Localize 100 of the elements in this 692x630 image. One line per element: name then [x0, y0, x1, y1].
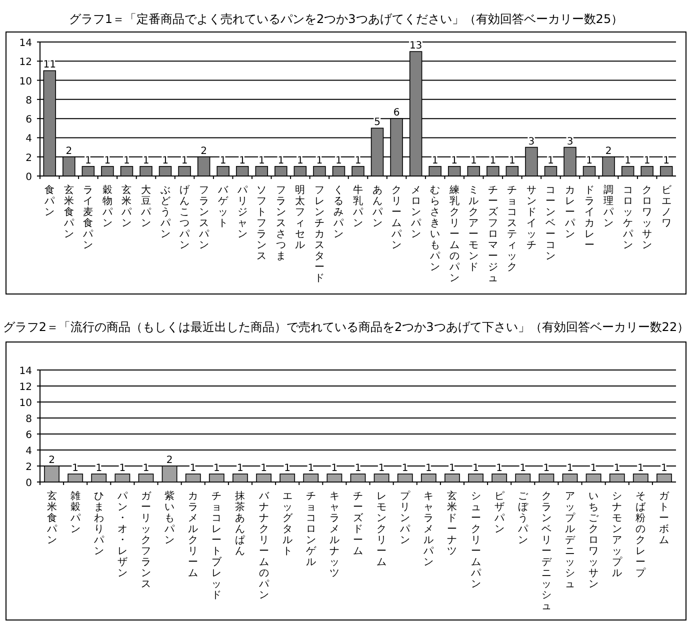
x-tick-label: 牛乳パン	[352, 184, 364, 229]
data-label: 1	[402, 463, 408, 474]
x-tick-label: ビエノワ	[661, 185, 672, 229]
y-tick-label: 2	[26, 152, 32, 164]
data-label: 2	[66, 146, 72, 157]
x-tick-label: ピザパン	[493, 491, 506, 535]
bar	[544, 166, 558, 176]
x-tick-label: チョコスティック	[507, 185, 518, 273]
category-label: アップルデニッシュ	[565, 491, 575, 590]
data-label: 1	[142, 463, 150, 474]
data-label: 1	[190, 463, 196, 474]
bar	[486, 166, 500, 176]
data-label: 1	[543, 463, 550, 474]
data-label: 3	[528, 136, 535, 148]
y-tick-label: 8	[26, 414, 32, 425]
data-label: 1	[213, 463, 220, 474]
data-label: 1	[378, 463, 385, 474]
bar	[352, 166, 364, 176]
x-tick-label: 明太フィセル	[295, 185, 306, 251]
bar	[140, 166, 152, 176]
category-label: 練乳クリームのパン	[449, 185, 460, 284]
bar	[236, 166, 249, 176]
x-tick-label: げんこつパン	[178, 184, 191, 251]
x-tick-label: むらさきいもパン	[429, 185, 442, 273]
data-label: 1	[284, 463, 291, 474]
x-tick-label: クリームパン	[390, 185, 403, 251]
data-label: 1	[72, 463, 79, 474]
x-tick-label: バゲット	[217, 185, 230, 229]
y-tick-label: 12	[19, 382, 32, 393]
data-label: 1	[331, 463, 338, 474]
y-tick-label: 2	[26, 462, 32, 473]
x-tick-label: ミルクアーモンド	[468, 185, 479, 273]
x-tick-label: シナモンアップル	[612, 491, 624, 579]
category-label: いちごクロワッサン	[588, 491, 599, 590]
x-tick-label: チーズドーム	[353, 491, 364, 557]
data-label: 1	[637, 463, 644, 474]
x-tick-label: ガトーボム	[659, 491, 670, 546]
x-tick-label: 雑穀パン	[69, 490, 82, 535]
x-tick-label: カラメルクリーム	[188, 491, 198, 579]
bar	[428, 166, 442, 176]
x-tick-label: チョコロンゲル	[306, 491, 317, 568]
x-tick-label: 玄米食パン	[46, 490, 58, 546]
y-tick-label: 10	[19, 76, 32, 88]
x-tick-label: パン・オ・レザン	[116, 491, 128, 579]
bar	[582, 166, 596, 176]
y-tick-label: 0	[26, 478, 32, 489]
x-tick-label: エッグタルト	[282, 491, 294, 557]
bar	[660, 166, 673, 176]
bar	[332, 166, 346, 176]
x-tick-label: ごぼうパン	[516, 491, 529, 546]
data-label: 1	[425, 463, 432, 474]
x-tick-label: 玄米パン	[120, 184, 133, 229]
bar	[313, 166, 326, 176]
x-tick-label: キャラメルパン	[422, 491, 435, 568]
y-tick-label: 12	[19, 57, 32, 68]
data-label: 1	[354, 463, 362, 474]
data-label: 1	[520, 463, 526, 474]
data-label: 1	[449, 463, 456, 474]
data-label: 1	[566, 463, 574, 474]
x-tick-label: クロワッサン	[642, 185, 652, 251]
category-label: クランベリーデニッシュ	[541, 491, 552, 612]
x-tick-label: ドライカレー	[584, 185, 594, 251]
x-tick-label: プリンパン	[399, 490, 412, 546]
x-tick-label: 調理パン	[602, 184, 615, 229]
x-tick-label: サンドイッチ	[526, 185, 536, 251]
x-tick-label: ライ麦食パン	[82, 185, 94, 251]
bar	[640, 166, 654, 176]
x-tick-label: 大豆パン	[140, 184, 152, 229]
bar	[255, 166, 268, 176]
category-label: バナナクリームのパン	[258, 491, 269, 601]
category-label: フレンチカスタード	[314, 185, 324, 284]
x-tick-label: レモンクリーム	[376, 491, 387, 568]
bar	[120, 166, 134, 176]
category-label: チョコレートブレッド	[212, 491, 222, 601]
x-tick-label: 玄米ドーナツ	[447, 490, 458, 557]
x-tick-label: コロッケパン	[622, 185, 634, 251]
y-tick-label: 14	[19, 38, 32, 49]
bar	[82, 166, 95, 176]
x-tick-label: 穀物パン	[101, 184, 114, 229]
data-label: 1	[308, 463, 314, 474]
x-tick-label: 抹茶あんぱん	[235, 490, 246, 557]
x-tick-label: そば粉のクレープ	[636, 491, 647, 579]
x-tick-label: パリジャン	[236, 185, 248, 240]
bar	[448, 166, 461, 176]
y-tick-label: 14	[19, 366, 32, 377]
x-tick-label: 食パン	[44, 184, 56, 218]
x-tick-label: 玄米食パン	[62, 184, 75, 240]
bar	[274, 166, 288, 176]
bar	[158, 166, 172, 176]
category-label: シュークリームパン	[470, 491, 481, 590]
data-label: 2	[166, 455, 173, 466]
bar	[506, 166, 519, 176]
x-tick-label: くるみパン	[332, 185, 345, 240]
y-tick-label: 4	[26, 134, 32, 145]
data-label: 1	[96, 463, 102, 474]
x-tick-label: ひまわりパン	[92, 491, 105, 557]
data-label: 11	[43, 60, 56, 71]
category-label: チーズフロマージュ	[488, 185, 498, 284]
bar	[101, 166, 114, 176]
x-tick-label: フランスさつま	[276, 185, 286, 262]
